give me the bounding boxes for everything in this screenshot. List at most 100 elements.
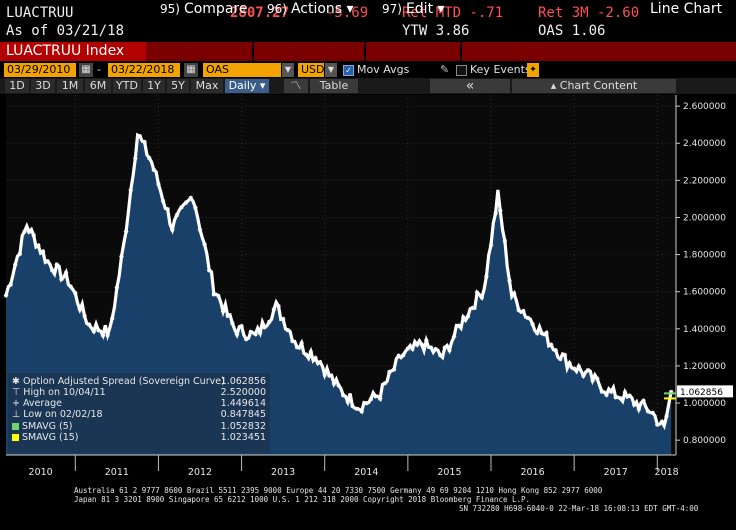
series-point (313, 355, 318, 361)
series-point (631, 402, 637, 407)
x-tick-label: 2018 (655, 467, 679, 478)
ytw-value: YTW 3.86 (402, 23, 470, 39)
table-button[interactable]: Table (310, 79, 358, 93)
key-events-checkbox[interactable] (456, 65, 467, 76)
legend-low-value: 0.847845 (220, 409, 266, 420)
series-point (197, 227, 203, 233)
collapse-button[interactable]: « (430, 79, 510, 93)
series-point (216, 293, 221, 299)
oas-value: OAS 1.06 (538, 23, 606, 39)
footer: Australia 61 2 9777 8600 Brazil 5511 239… (0, 486, 736, 513)
mov-avgs-checkbox[interactable]: ✓ (343, 65, 354, 76)
end-date-field[interactable]: 03/22/2018 (108, 63, 180, 77)
star-icon: ✱ (12, 376, 23, 387)
period-button-3d[interactable]: 3D (31, 79, 55, 93)
series-point (290, 338, 295, 344)
x-axis: 2010 2011 2012 2013 2014 2015 2016 2017 2018 (6, 454, 679, 478)
chart-content-button[interactable]: ▴ Chart Content (512, 79, 676, 93)
period-button-1m[interactable]: 1M (57, 79, 83, 93)
y-tick-label: 2.600000 (683, 102, 726, 112)
series-point (253, 331, 258, 337)
series-point (525, 315, 531, 321)
series-point (36, 243, 41, 248)
series-point (576, 364, 581, 369)
series-point (595, 376, 600, 381)
y-tick-label: 1.200000 (683, 362, 726, 372)
series-point (137, 134, 143, 139)
as-of-label: As of 03/21/18 (6, 23, 125, 39)
period-button-1d[interactable]: 1D (5, 79, 29, 93)
y-axis: 0.800000 1.000000 1.200000 1.400000 1.600000… (675, 95, 726, 455)
average-icon: + (12, 398, 23, 409)
series-point (146, 155, 152, 161)
period-button-5y[interactable]: 5Y (167, 79, 189, 93)
x-tick-label: 2016 (520, 467, 544, 478)
series-point (622, 390, 628, 395)
actions-menu[interactable]: 96) Actions ▾ (267, 0, 354, 19)
currency-selector[interactable]: USD (298, 63, 325, 77)
series-point (267, 319, 272, 325)
sma15-swatch (12, 434, 19, 441)
series-point (308, 349, 314, 355)
legend-row-sma15: SMAVG (15) 1.023451 (8, 432, 270, 443)
series-point (488, 242, 494, 248)
series-point (645, 409, 651, 414)
line-chart[interactable]: 0.800000 1.000000 1.200000 1.400000 1.600000… (0, 95, 736, 530)
series-point (567, 360, 572, 366)
start-date-field[interactable]: 03/29/2010 (4, 63, 76, 77)
series-point (401, 353, 406, 358)
footer-line-2: Japan 81 3 3201 8900 Singapore 65 6212 1… (74, 495, 531, 504)
series-point (424, 338, 429, 343)
series-point (156, 181, 161, 187)
pencil-icon[interactable]: ✎ (440, 63, 450, 76)
chart-type-label[interactable]: Line Chart (650, 1, 723, 17)
period-button-max[interactable]: Max (191, 79, 223, 93)
y-tick-label: 2.000000 (683, 213, 726, 223)
edit-menu[interactable]: 97) Edit ▾ (382, 0, 445, 19)
calendar-icon[interactable]: ▦ (79, 63, 93, 77)
series-point (373, 394, 378, 399)
series-point (225, 313, 230, 318)
frequency-label: Daily (228, 79, 257, 92)
series-point (174, 212, 180, 218)
x-tick-label: 2017 (604, 467, 628, 478)
y-tick-label: 2.200000 (683, 176, 726, 186)
frequency-selector[interactable]: Daily ▾ (225, 79, 269, 93)
x-tick-label: 2013 (271, 467, 295, 478)
series-point (54, 262, 60, 267)
series-point (257, 330, 263, 336)
series-point (262, 325, 267, 330)
period-button-6m[interactable]: 6M (85, 79, 111, 93)
legend-average-value: 1.449614 (220, 398, 266, 409)
key-events-icon[interactable]: ✦ (527, 63, 539, 77)
legend-sma15-value: 1.023451 (220, 432, 266, 443)
series-point (114, 285, 120, 290)
chevron-down-icon[interactable]: ▼ (325, 63, 337, 77)
series-point (396, 353, 401, 358)
series-point (276, 304, 281, 309)
compare-menu[interactable]: 95) Compare (160, 0, 247, 19)
control-row: 03/29/2010 ▦ - 03/22/2018 ▦ OAS ▼ USD ▼ … (0, 62, 736, 78)
chevron-down-icon[interactable]: ▼ (282, 63, 294, 77)
index-label[interactable]: LUACTRUU Index (0, 42, 146, 61)
period-button-ytd[interactable]: YTD (113, 79, 141, 93)
series-point (461, 315, 466, 320)
series-point (165, 206, 170, 212)
calendar-icon[interactable]: ▦ (184, 63, 198, 77)
field-selector[interactable]: OAS (203, 63, 281, 77)
series-point (493, 210, 498, 216)
chevron-down-icon: ▾ (433, 1, 445, 17)
y-tick-label: 0.800000 (683, 436, 726, 446)
series-point (484, 274, 489, 279)
series-point (350, 403, 355, 409)
line-chart-icon[interactable]: 〽 (284, 79, 308, 93)
series-point (650, 410, 655, 416)
series-point (31, 233, 36, 238)
series-point (511, 291, 517, 296)
ticker-label: LUACTRUU (6, 5, 74, 21)
footer-line-1: Australia 61 2 9777 8600 Brazil 5511 239… (74, 486, 603, 495)
legend-row-high: ⊤ High on 10/04/11 2.520000 (8, 387, 270, 398)
series-point (123, 229, 129, 234)
period-button-1y[interactable]: 1Y (143, 79, 165, 93)
series-point (142, 139, 147, 145)
